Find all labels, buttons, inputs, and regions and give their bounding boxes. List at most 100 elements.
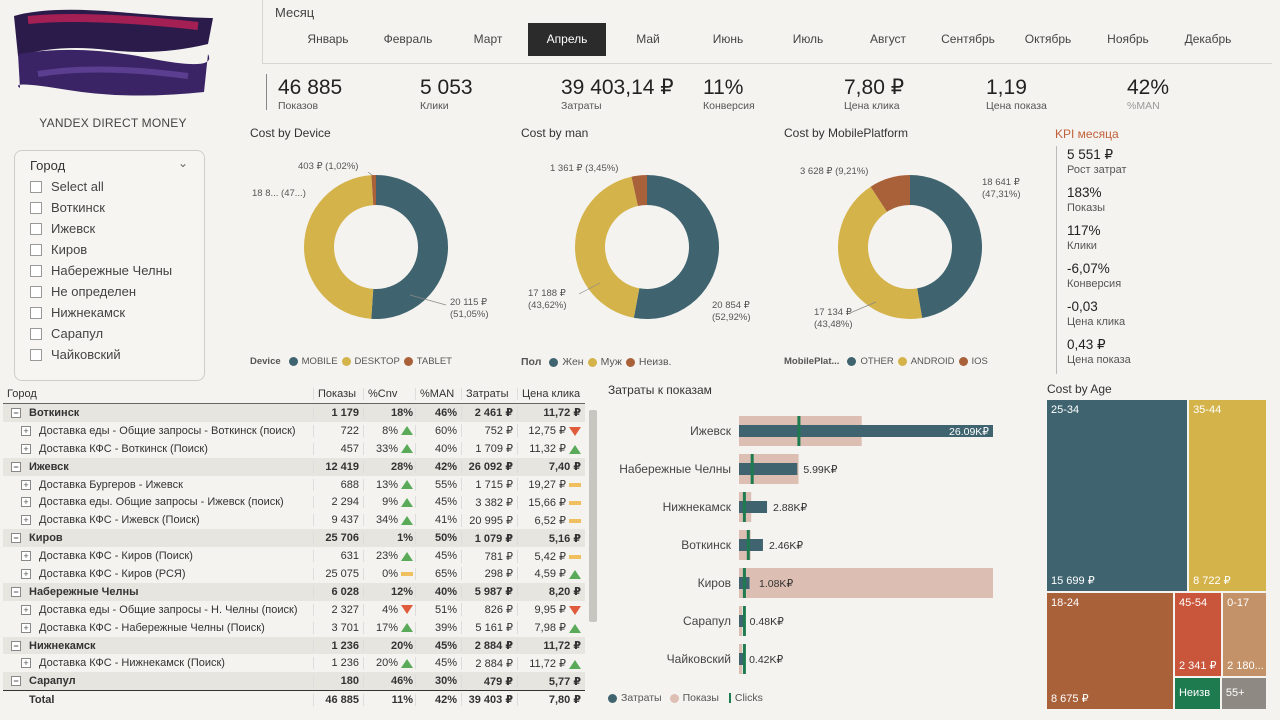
donut-slice-android[interactable] — [838, 186, 923, 319]
column-header[interactable]: %MAN — [415, 387, 461, 400]
checkbox[interactable] — [30, 306, 42, 319]
table-group-row[interactable]: − Воткинск 1 179 18% 46% 2 461 ₽11,72 ₽ — [3, 404, 585, 422]
kpi-month-value: 5 551 ₽ — [1067, 147, 1114, 162]
expand-icon[interactable]: + — [21, 568, 31, 579]
table-group-row[interactable]: − Набережные Челны 6 028 12% 40% 5 987 ₽8,20 … — [3, 582, 585, 601]
column-header[interactable]: Затраты — [461, 387, 517, 400]
slicer-option[interactable]: Киров — [30, 239, 172, 260]
collapse-icon[interactable]: − — [11, 533, 21, 544]
checkbox[interactable] — [30, 180, 42, 193]
legend-item[interactable]: Жен — [562, 356, 584, 368]
month-button[interactable]: Декабрь — [1184, 32, 1232, 46]
legend-item[interactable]: TABLET — [416, 356, 452, 367]
legend-item[interactable]: DESKTOP — [354, 356, 400, 367]
table-row[interactable]: + Доставка еды. Общие запросы - Ижевск (п… — [3, 493, 585, 512]
treemap-tile[interactable]: 25-34 15 699 ₽ — [1047, 400, 1188, 591]
table-row[interactable]: + Доставка КФС - Ижевск (Поиск) 9 437 34% 41… — [3, 511, 585, 529]
slicer-option[interactable]: Ижевск — [30, 218, 172, 239]
table-row[interactable]: + Доставка еды - Общие запросы - Воткинск… — [3, 421, 585, 440]
treemap-tile[interactable]: Неизв — [1174, 677, 1220, 709]
legend-item[interactable]: ANDROID — [910, 356, 955, 367]
expand-icon[interactable]: + — [21, 479, 31, 490]
donut-slice-other[interactable] — [910, 175, 982, 318]
table-group-row[interactable]: − Ижевск 12 419 28% 42% 26 092 ₽7,40 ₽ — [3, 457, 585, 476]
expand-icon[interactable]: + — [21, 622, 31, 633]
legend-item[interactable]: Clicks — [734, 692, 763, 704]
month-button[interactable]: Июнь — [712, 32, 744, 46]
expand-icon[interactable]: + — [21, 658, 31, 669]
slicer-option[interactable]: Не определен — [30, 281, 172, 302]
collapse-icon[interactable]: − — [11, 586, 21, 597]
treemap-tile[interactable]: 45-54 2 341 ₽ — [1174, 592, 1222, 676]
donut-slice-ios[interactable] — [870, 175, 910, 212]
table-row[interactable]: + Доставка еды - Общие запросы - Н. Челны… — [3, 600, 585, 619]
donut-slice-жен[interactable] — [633, 175, 719, 319]
expand-icon[interactable]: + — [21, 425, 31, 436]
slicer-option[interactable]: Сарапул — [30, 323, 172, 344]
month-button[interactable]: Октябрь — [1024, 32, 1072, 46]
donut-slice-desktop[interactable] — [303, 175, 374, 319]
month-button[interactable]: Август — [869, 32, 907, 46]
table-row[interactable]: + Доставка КФС - Нижнекамск (Поиск) 1 236 2… — [3, 654, 585, 672]
checkbox[interactable] — [30, 243, 42, 256]
chevron-down-icon[interactable]: ⌄ — [178, 156, 189, 170]
month-button-selected[interactable]: Апрель — [528, 23, 606, 56]
expand-icon[interactable]: + — [21, 551, 31, 562]
month-button[interactable]: Ноябрь — [1107, 32, 1149, 46]
column-header[interactable]: Показы — [313, 387, 363, 400]
treemap-tile[interactable]: 0-17 2 180... — [1223, 592, 1266, 676]
checkbox[interactable] — [30, 348, 42, 361]
legend-item[interactable]: IOS — [971, 356, 988, 367]
table-row[interactable]: + Доставка КФС - Киров (Поиск) 631 23% 45% 78… — [3, 547, 585, 565]
expand-icon[interactable]: + — [21, 497, 31, 508]
month-button[interactable]: Январь — [307, 32, 349, 46]
table-row[interactable]: + Доставка КФС - Набережные Челны (Поиск)… — [3, 619, 585, 637]
expand-icon[interactable]: + — [21, 515, 31, 526]
donut-slice-mobile[interactable] — [371, 175, 448, 319]
legend-item[interactable]: Муж — [600, 356, 622, 368]
month-button[interactable]: Февраль — [383, 32, 433, 46]
month-button[interactable]: Июль — [792, 32, 824, 46]
legend-item[interactable]: Затраты — [621, 692, 662, 704]
column-header[interactable]: Город — [7, 387, 37, 400]
month-button[interactable]: Сентябрь — [941, 32, 995, 46]
donut-slice-tablet[interactable] — [371, 175, 376, 206]
legend-item[interactable]: Неизв. — [638, 356, 672, 368]
checkbox[interactable] — [30, 264, 42, 277]
table-group-row[interactable]: − Сарапул 180 46% 30% 479 ₽5,77 ₽ — [3, 672, 585, 691]
table-scrollbar[interactable] — [589, 410, 597, 622]
donut-slice-неизв[interactable] — [631, 175, 647, 206]
collapse-icon[interactable]: − — [11, 676, 21, 687]
treemap-tile[interactable]: 18-24 8 675 ₽ — [1047, 592, 1173, 709]
column-header[interactable]: %Cnv — [363, 387, 415, 400]
treemap-tile[interactable]: 55+ — [1221, 677, 1266, 709]
legend-item[interactable]: Показы — [682, 692, 719, 704]
expand-icon[interactable]: + — [21, 604, 31, 615]
table-row[interactable]: + Доставка КФС - Воткинск (Поиск) 457 33% 40… — [3, 440, 585, 458]
table-group-row[interactable]: − Нижнекамск 1 236 20% 45% 2 884 ₽11,72 ₽ — [3, 636, 585, 655]
cell-man: 39% — [415, 621, 461, 634]
month-button[interactable]: Май — [636, 32, 660, 46]
table-row[interactable]: + Доставка Бургеров - Ижевск 688 13% 55% 1 71… — [3, 476, 585, 494]
expand-icon[interactable]: + — [21, 443, 31, 454]
collapse-icon[interactable]: − — [11, 640, 21, 651]
legend-item[interactable]: MOBILE — [301, 356, 338, 367]
slicer-option[interactable]: Чайковский — [30, 344, 172, 365]
treemap-tile[interactable]: 35-44 8 722 ₽ — [1189, 400, 1266, 591]
donut-slice-муж[interactable] — [575, 176, 640, 318]
legend-item[interactable]: OTHER — [860, 356, 894, 367]
column-header[interactable]: Цена клика — [517, 387, 585, 400]
checkbox[interactable] — [30, 285, 42, 298]
checkbox[interactable] — [30, 201, 42, 214]
slicer-option-select-all[interactable]: Select all — [30, 176, 172, 197]
slicer-option[interactable]: Набережные Челны — [30, 260, 172, 281]
collapse-icon[interactable]: − — [11, 461, 21, 472]
slicer-option[interactable]: Воткинск — [30, 197, 172, 218]
table-row[interactable]: + Доставка КФС - Киров (РСЯ) 25 075 0% 65% 29… — [3, 565, 585, 583]
table-group-row[interactable]: − Киров 25 706 1% 50% 1 079 ₽5,16 ₽ — [3, 529, 585, 548]
slicer-option[interactable]: Нижнекамск — [30, 302, 172, 323]
checkbox[interactable] — [30, 327, 42, 340]
month-button[interactable]: Март — [473, 32, 503, 46]
collapse-icon[interactable]: − — [11, 407, 21, 418]
checkbox[interactable] — [30, 222, 42, 235]
